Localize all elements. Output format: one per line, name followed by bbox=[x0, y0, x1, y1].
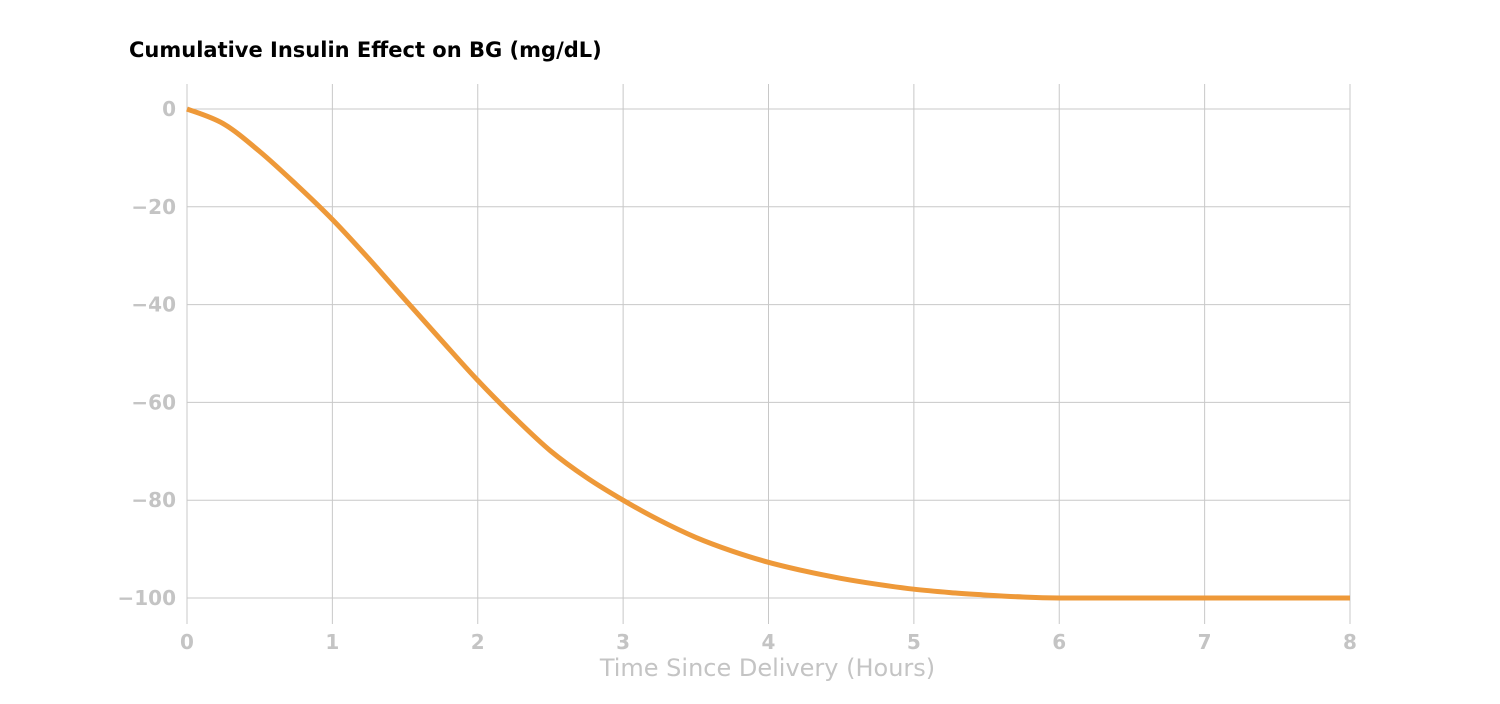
y-tick-label: −100 bbox=[117, 586, 176, 610]
x-tick-label: 0 bbox=[180, 630, 194, 654]
x-tick-label: 6 bbox=[1052, 630, 1066, 654]
x-tick-label: 5 bbox=[907, 630, 921, 654]
y-tick-label: −60 bbox=[131, 390, 176, 414]
x-tick-label: 8 bbox=[1343, 630, 1357, 654]
y-tick-label: −40 bbox=[131, 293, 176, 317]
y-tick-label: −20 bbox=[131, 195, 176, 219]
chart-title: Cumulative Insulin Effect on BG (mg/dL) bbox=[129, 38, 602, 62]
x-axis-label: Time Since Delivery (Hours) bbox=[599, 654, 935, 682]
x-tick-label: 1 bbox=[325, 630, 339, 654]
x-tick-label: 4 bbox=[762, 630, 776, 654]
series-layer bbox=[186, 106, 1350, 601]
series-line bbox=[186, 106, 1350, 601]
grid bbox=[186, 84, 1351, 624]
y-tick-label: −80 bbox=[131, 488, 176, 512]
tick-labels: 0 1 2 3 4 5 6 7 8 0 −20 −40 −60 −80 −100 bbox=[117, 97, 1356, 654]
y-tick-label: 0 bbox=[162, 97, 176, 121]
x-tick-label: 3 bbox=[616, 630, 630, 654]
x-tick-label: 2 bbox=[471, 630, 485, 654]
x-tick-label: 7 bbox=[1198, 630, 1212, 654]
